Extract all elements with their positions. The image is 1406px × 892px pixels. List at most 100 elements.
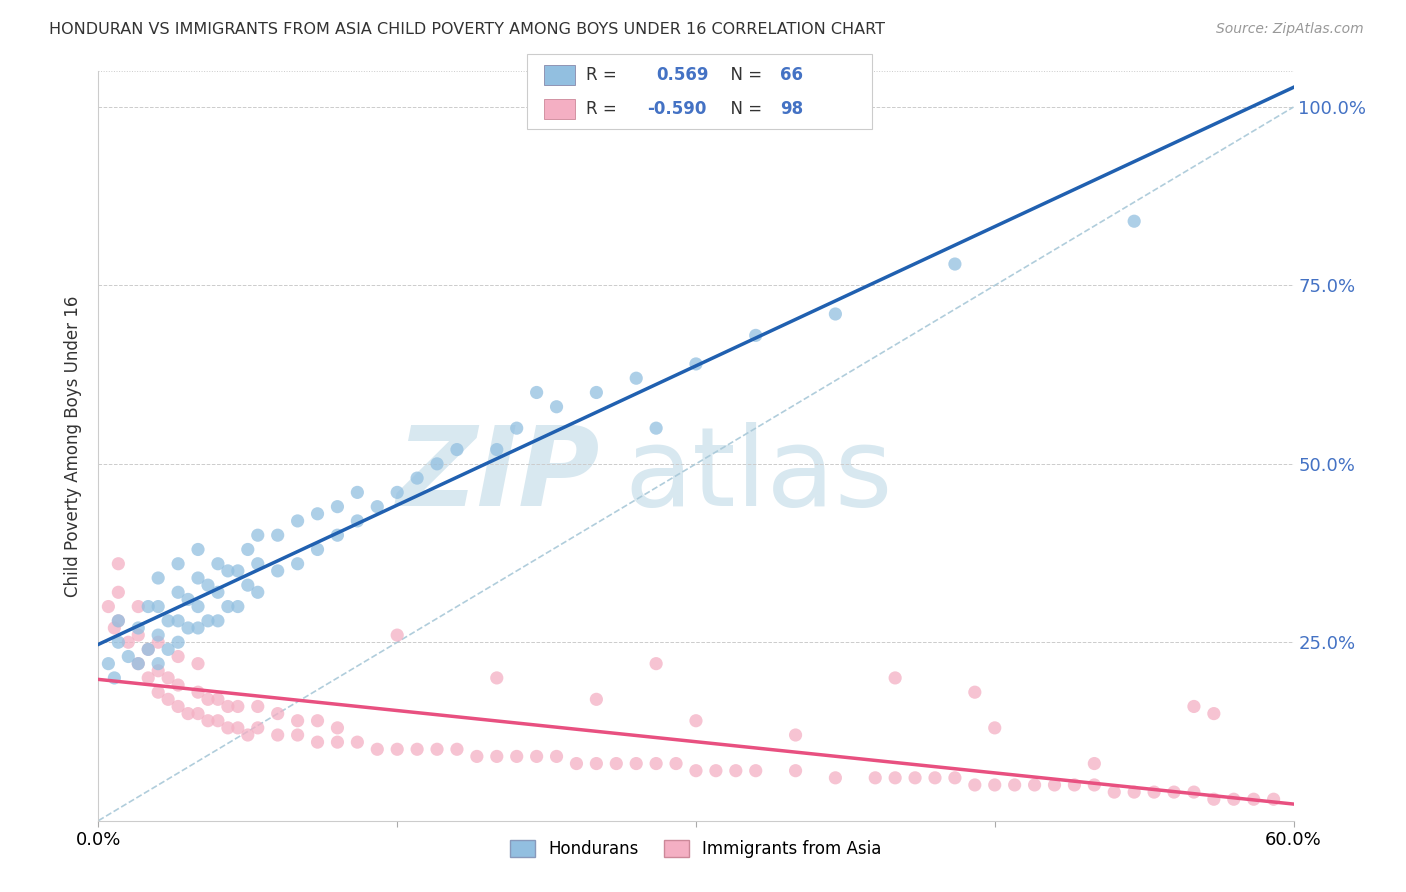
Text: Source: ZipAtlas.com: Source: ZipAtlas.com [1216, 22, 1364, 37]
Point [226, 699, 249, 714]
Text: 0.569: 0.569 [657, 66, 709, 84]
Point [904, 771, 927, 785]
Point [346, 735, 368, 749]
Point [157, 671, 180, 685]
Point [785, 764, 807, 778]
Point [745, 764, 768, 778]
Point [246, 585, 269, 599]
Point [117, 649, 139, 664]
Point [127, 621, 149, 635]
Point [148, 628, 170, 642]
Point [1182, 785, 1205, 799]
Point [1123, 214, 1146, 228]
Point [107, 614, 129, 628]
Point [307, 507, 329, 521]
Point [148, 571, 170, 585]
Point [246, 557, 269, 571]
Point [1202, 792, 1225, 806]
Point [685, 764, 707, 778]
Point [366, 742, 388, 756]
Point [1043, 778, 1066, 792]
Point [103, 671, 125, 685]
Point [217, 564, 239, 578]
Point [1083, 778, 1105, 792]
Point [187, 599, 209, 614]
Point [1083, 756, 1105, 771]
Point [246, 699, 269, 714]
Point [187, 685, 209, 699]
Point [217, 699, 239, 714]
Point [127, 628, 149, 642]
Point [1163, 785, 1185, 799]
Point [167, 585, 190, 599]
Text: R =: R = [586, 100, 623, 118]
Text: -0.590: -0.590 [647, 100, 706, 118]
Point [645, 657, 668, 671]
Point [585, 756, 607, 771]
Point [943, 771, 966, 785]
Point [924, 771, 946, 785]
Point [207, 614, 229, 628]
Point [385, 742, 409, 756]
Point [167, 678, 190, 692]
Text: 98: 98 [780, 100, 803, 118]
Point [565, 756, 588, 771]
Point [226, 599, 249, 614]
Point [406, 742, 429, 756]
Point [485, 442, 508, 457]
Point [506, 749, 529, 764]
Point [824, 307, 846, 321]
Point [187, 706, 209, 721]
Point [117, 635, 139, 649]
Point [226, 721, 249, 735]
Point [136, 642, 159, 657]
Point [167, 699, 190, 714]
Point [984, 721, 1007, 735]
Point [446, 442, 468, 457]
Point [943, 257, 966, 271]
Point [148, 685, 170, 699]
Point [1123, 785, 1146, 799]
Point [366, 500, 388, 514]
Point [267, 528, 290, 542]
Point [177, 592, 200, 607]
Text: 66: 66 [780, 66, 803, 84]
Point [217, 599, 239, 614]
Text: HONDURAN VS IMMIGRANTS FROM ASIA CHILD POVERTY AMONG BOYS UNDER 16 CORRELATION C: HONDURAN VS IMMIGRANTS FROM ASIA CHILD P… [49, 22, 886, 37]
Point [963, 778, 986, 792]
Point [326, 735, 349, 749]
Point [1223, 792, 1246, 806]
Point [127, 599, 149, 614]
Point [963, 685, 986, 699]
Point [546, 749, 568, 764]
Point [685, 714, 707, 728]
Point [107, 585, 129, 599]
Point [307, 714, 329, 728]
Point [685, 357, 707, 371]
Point [745, 328, 768, 343]
Point [187, 657, 209, 671]
Point [385, 485, 409, 500]
Point [246, 528, 269, 542]
Point [197, 614, 219, 628]
Point [785, 728, 807, 742]
Point [526, 385, 548, 400]
Point [167, 635, 190, 649]
Point [865, 771, 887, 785]
Y-axis label: Child Poverty Among Boys Under 16: Child Poverty Among Boys Under 16 [65, 295, 83, 597]
Point [346, 485, 368, 500]
Point [136, 599, 159, 614]
Legend: Hondurans, Immigrants from Asia: Hondurans, Immigrants from Asia [503, 833, 889, 864]
Point [97, 657, 120, 671]
Point [326, 528, 349, 542]
Point [984, 778, 1007, 792]
Text: atlas: atlas [624, 423, 893, 530]
Point [326, 500, 349, 514]
Point [1104, 785, 1126, 799]
Point [207, 557, 229, 571]
Point [267, 564, 290, 578]
Point [665, 756, 688, 771]
Point [1263, 792, 1285, 806]
Point [426, 742, 449, 756]
Point [307, 735, 329, 749]
